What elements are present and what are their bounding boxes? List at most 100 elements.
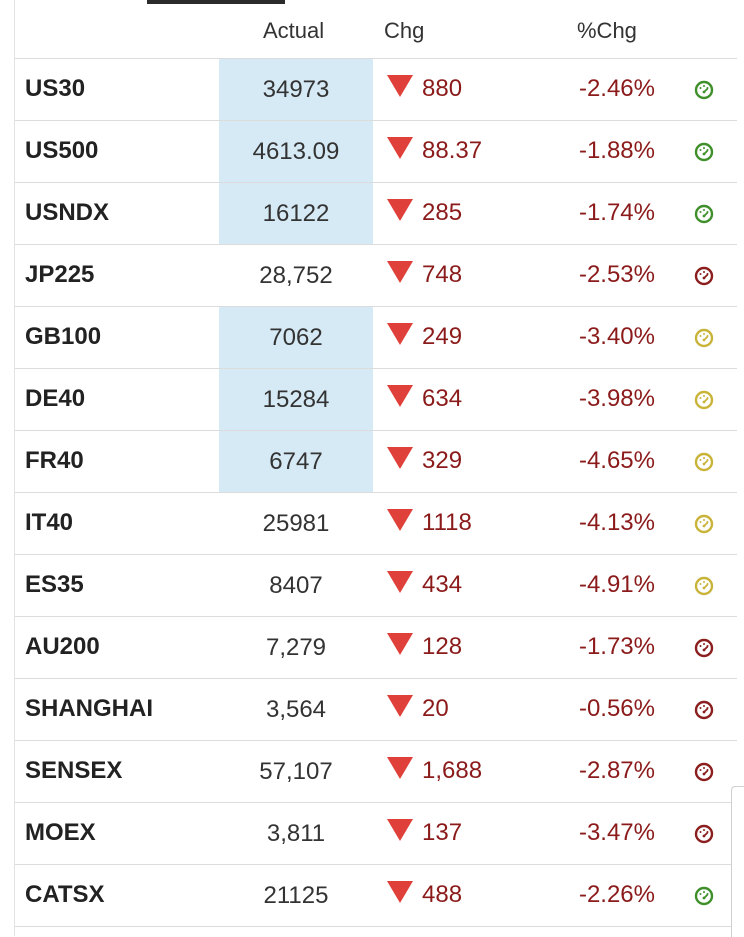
table-row[interactable]: AU200 7,279 128 -1.73%	[15, 617, 737, 679]
percent-change-value: -3.98%	[578, 385, 655, 412]
actual-value: 57,107	[259, 758, 333, 785]
index-name[interactable]: ES35	[25, 571, 84, 598]
change-value: 1118	[422, 509, 472, 536]
down-arrow-icon	[387, 757, 413, 779]
gauge-icon[interactable]	[694, 638, 714, 658]
table-row[interactable]: DE40 15284 634 -3.98%	[15, 369, 737, 431]
gauge-icon[interactable]	[694, 452, 714, 472]
percent-change-value: -4.65%	[578, 447, 655, 474]
column-header-chg: Chg	[384, 18, 425, 43]
index-name[interactable]: SHANGHAI	[25, 695, 154, 722]
table-row[interactable]: IT40 25981 1118 -4.13%	[15, 493, 737, 555]
index-name[interactable]: AU200	[25, 633, 100, 660]
change-value: 20	[422, 695, 449, 722]
table-row[interactable]: SENSEX 57,107 1,688 -2.87%	[15, 741, 737, 803]
gauge-icon[interactable]	[694, 266, 714, 286]
actual-value: 15284	[219, 369, 373, 430]
active-tab-indicator[interactable]	[147, 0, 285, 4]
percent-change-value: -2.53%	[578, 261, 655, 288]
table-row[interactable]: MOEX 3,811 137 -3.47%	[15, 803, 737, 865]
change-value: 434	[422, 571, 463, 598]
gauge-icon[interactable]	[694, 886, 714, 906]
down-arrow-icon	[387, 819, 413, 841]
actual-value: 21125	[263, 882, 329, 909]
table-row[interactable]: GB100 7062 249 -3.40%	[15, 307, 737, 369]
gauge-icon[interactable]	[694, 204, 714, 224]
gauge-icon[interactable]	[694, 142, 714, 162]
actual-value: 3,811	[266, 820, 326, 847]
gauge-icon[interactable]	[694, 514, 714, 534]
down-arrow-icon	[387, 199, 413, 221]
index-name[interactable]: CATSX	[25, 881, 105, 908]
table-row[interactable]: USNDX 16122 285 -1.74%	[15, 183, 737, 245]
table-row[interactable]: JP225 28,752 748 -2.53%	[15, 245, 737, 307]
down-arrow-icon	[387, 261, 413, 283]
column-header-pct-chg: %Chg	[577, 18, 637, 43]
table-row[interactable]: US500 4613.09 88.37 -1.88%	[15, 121, 737, 183]
down-arrow-icon	[387, 137, 413, 159]
gauge-icon[interactable]	[694, 762, 714, 782]
indices-table-body: US30 34973 880 -2.46% US500 4613.09 88.37 -1.88…	[15, 59, 737, 927]
index-name[interactable]: FR40	[25, 447, 84, 474]
percent-change-value: -2.26%	[578, 881, 655, 908]
down-arrow-icon	[387, 385, 413, 407]
gauge-icon[interactable]	[694, 80, 714, 100]
change-value: 634	[422, 385, 463, 412]
table-header: Actual Chg %Chg	[15, 4, 737, 59]
change-value: 137	[422, 819, 463, 846]
actual-value: 6747	[219, 431, 373, 492]
index-name[interactable]: US30	[25, 75, 86, 102]
gauge-icon[interactable]	[694, 328, 714, 348]
change-value: 488	[422, 881, 463, 908]
column-header-actual: Actual	[263, 18, 325, 43]
index-name[interactable]: SENSEX	[25, 757, 123, 784]
change-value: 285	[422, 199, 463, 226]
down-arrow-icon	[387, 633, 413, 655]
index-name[interactable]: MOEX	[25, 819, 96, 846]
actual-value: 28,752	[259, 262, 333, 289]
gauge-icon[interactable]	[694, 700, 714, 720]
percent-change-value: -1.73%	[578, 633, 655, 660]
change-value: 748	[422, 261, 463, 288]
change-value: 249	[422, 323, 463, 350]
table-row[interactable]: FR40 6747 329 -4.65%	[15, 431, 737, 493]
table-row[interactable]: CATSX 21125 488 -2.26%	[15, 865, 737, 927]
down-arrow-icon	[387, 509, 413, 531]
table-row[interactable]: US30 34973 880 -2.46%	[15, 59, 737, 121]
actual-value: 3,564	[265, 696, 327, 723]
actual-value: 8407	[269, 572, 323, 599]
indices-panel: Actual Chg %Chg US30 34973 880 -2.46% US500 4…	[14, 0, 737, 936]
gauge-icon[interactable]	[694, 824, 714, 844]
actual-value: 7,279	[265, 634, 327, 661]
index-name[interactable]: USNDX	[25, 199, 110, 226]
change-value: 128	[422, 633, 463, 660]
down-arrow-icon	[387, 881, 413, 903]
change-value: 88.37	[422, 137, 483, 164]
change-value: 329	[422, 447, 463, 474]
down-arrow-icon	[387, 447, 413, 469]
scrollbar-edge[interactable]	[731, 786, 744, 937]
table-row[interactable]: ES35 8407 434 -4.91%	[15, 555, 737, 617]
actual-value: 7062	[219, 307, 373, 368]
percent-change-value: -1.88%	[578, 137, 655, 164]
actual-value: 34973	[219, 59, 373, 120]
percent-change-value: -4.91%	[578, 571, 655, 598]
change-value: 1,688	[422, 757, 483, 784]
gauge-icon[interactable]	[694, 576, 714, 596]
actual-value: 4613.09	[219, 121, 373, 182]
percent-change-value: -1.74%	[578, 199, 655, 226]
index-name[interactable]: DE40	[25, 385, 86, 412]
index-name[interactable]: IT40	[25, 509, 74, 536]
gauge-icon[interactable]	[694, 390, 714, 410]
down-arrow-icon	[387, 695, 413, 717]
change-value: 880	[422, 75, 463, 102]
index-name[interactable]: US500	[25, 137, 99, 164]
down-arrow-icon	[387, 571, 413, 593]
percent-change-value: -4.13%	[578, 509, 655, 536]
down-arrow-icon	[387, 323, 413, 345]
percent-change-value: -2.87%	[578, 757, 655, 784]
table-row[interactable]: SHANGHAI 3,564 20 -0.56%	[15, 679, 737, 741]
index-name[interactable]: GB100	[25, 323, 102, 350]
actual-value: 25981	[262, 510, 330, 537]
index-name[interactable]: JP225	[25, 261, 95, 288]
